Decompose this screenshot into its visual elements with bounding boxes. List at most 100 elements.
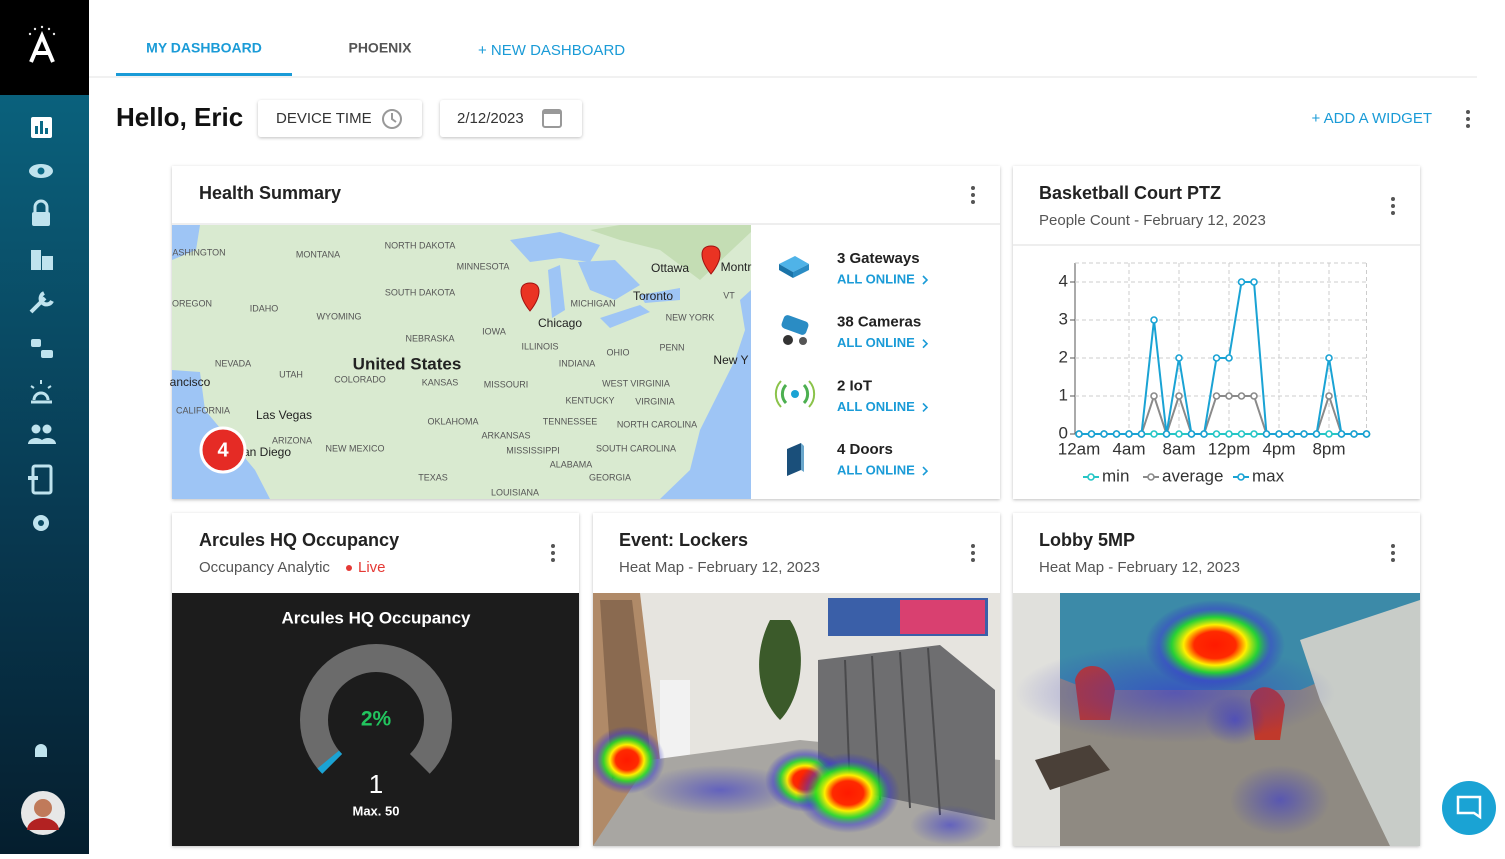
y-tick-label: 2 <box>1059 347 1068 366</box>
chevron <box>922 339 929 349</box>
legend-label: max <box>1252 466 1285 485</box>
occupancy-panel-title: Arcules HQ Occupancy <box>282 608 472 627</box>
map-label: NEBRASKA <box>405 333 454 343</box>
series-point <box>1237 392 1246 400</box>
y-tick-label: 4 <box>1059 271 1068 290</box>
x-tick-label: 4am <box>1112 439 1145 458</box>
series-point <box>1237 430 1246 438</box>
map-label: VIRGINIA <box>635 396 675 406</box>
device-status: ALL ONLINE <box>837 399 915 414</box>
series-point <box>1075 430 1083 438</box>
map-label: New Y <box>713 353 748 367</box>
x-tick-label: 4pm <box>1262 439 1295 458</box>
map-label: Ottawa <box>651 261 689 275</box>
card-menus[interactable] <box>551 186 1395 562</box>
tab[interactable]: PHOENIX <box>348 40 412 56</box>
map-label: SOUTH CAROLINA <box>596 443 676 453</box>
map-label: Toronto <box>633 289 673 303</box>
occupancy-panel <box>172 593 579 846</box>
lobby-heatmap[interactable] <box>1013 593 1420 846</box>
gauge-percent: 2% <box>361 708 392 731</box>
tab-active[interactable]: MY DASHBOARD <box>146 40 262 56</box>
add-widget[interactable]: + ADD A WIDGET <box>1312 110 1432 127</box>
chevron <box>922 466 929 476</box>
gauge-track <box>300 644 452 774</box>
chat-icon <box>1456 795 1482 820</box>
map-label: Las Vegas <box>256 408 312 422</box>
series-point <box>1250 430 1258 438</box>
device-status: ALL ONLINE <box>837 463 915 478</box>
series-point <box>1237 278 1246 286</box>
greeting: Hello, Eric <box>116 102 243 132</box>
map-pin[interactable] <box>701 245 721 275</box>
map-labels: ASHINGTON MONTANA NORTH DAKOTA MINNESOTA SOU… <box>170 240 752 497</box>
chart-card <box>1013 166 1420 499</box>
map-label: MISSOURI <box>484 379 529 389</box>
map-pin[interactable] <box>520 282 540 312</box>
map-label: San Diego <box>235 445 291 459</box>
series-point <box>1150 392 1158 400</box>
nav-icons[interactable] <box>28 117 56 760</box>
occupancy-max: Max. 50 <box>353 803 400 818</box>
card-title: Health Summary <box>199 183 341 203</box>
series-point <box>1225 354 1233 362</box>
series-point <box>1212 354 1221 362</box>
map-label: TENNESSEE <box>543 416 598 426</box>
map-label: VT <box>723 290 735 300</box>
series-point <box>1125 430 1133 438</box>
map-label: SOUTH DAKOTA <box>385 287 455 297</box>
series-point <box>1100 430 1108 438</box>
y-tick-label: 0 <box>1059 423 1068 442</box>
device-time-button[interactable] <box>258 100 422 137</box>
x-tick-label: 8am <box>1162 439 1195 458</box>
series-point <box>1325 354 1333 362</box>
map-cluster[interactable] <box>199 426 247 474</box>
avatar-face <box>34 799 52 817</box>
map-label: KANSAS <box>422 377 459 387</box>
logo-box <box>0 0 89 95</box>
card-subtitle: People Count - February 12, 2023 <box>1039 212 1266 229</box>
series-point <box>1300 430 1308 438</box>
map-label: MONTANA <box>296 249 340 259</box>
map-label: ALABAMA <box>550 459 593 469</box>
chat-button[interactable] <box>1442 781 1496 835</box>
map-label: ARKANSAS <box>481 430 530 440</box>
series-point <box>1200 430 1208 438</box>
map-label: TEXAS <box>418 472 448 482</box>
series-point <box>1212 392 1221 400</box>
series-point <box>1312 430 1321 438</box>
legend-label: min <box>1102 466 1129 485</box>
series-point <box>1325 392 1333 400</box>
cluster-count: 4 <box>217 439 229 461</box>
series-point <box>1112 430 1121 438</box>
series-point <box>1175 392 1183 400</box>
legend-marker <box>1237 473 1245 481</box>
map-label: COLORADO <box>334 374 386 384</box>
device-label: 2 IoT <box>837 377 872 394</box>
device-label: 4 Doors <box>837 441 893 458</box>
calendar-top <box>543 110 561 114</box>
header-menu[interactable] <box>1466 110 1470 128</box>
map-label: NEVADA <box>215 358 251 368</box>
series-point <box>1362 430 1371 438</box>
y-tick-label: 1 <box>1059 385 1068 404</box>
chevron <box>922 275 929 285</box>
device-status: ALL ONLINE <box>837 271 915 286</box>
map-label: IOWA <box>482 326 506 336</box>
device-label: 38 Cameras <box>837 314 921 331</box>
map-label: IDAHO <box>250 303 279 313</box>
new-dashboard[interactable]: + NEW DASHBOARD <box>478 42 625 59</box>
map-label: MISSISSIPPI <box>506 445 560 455</box>
map-label: MINNESOTA <box>457 261 510 271</box>
map-label: OKLAHOMA <box>427 416 478 426</box>
series-point <box>1250 278 1258 286</box>
lockers-heatmap[interactable] <box>589 593 1000 846</box>
map-label: ASHINGTON <box>172 247 225 257</box>
map-label: CALIFORNIA <box>176 405 230 415</box>
x-tick-label: 12pm <box>1208 439 1251 458</box>
series-point <box>1337 430 1346 438</box>
map-label: UTAH <box>279 369 303 379</box>
map[interactable] <box>172 225 751 499</box>
card-title: Basketball Court PTZ <box>1039 183 1221 203</box>
x-tick-label: 8pm <box>1312 439 1345 458</box>
